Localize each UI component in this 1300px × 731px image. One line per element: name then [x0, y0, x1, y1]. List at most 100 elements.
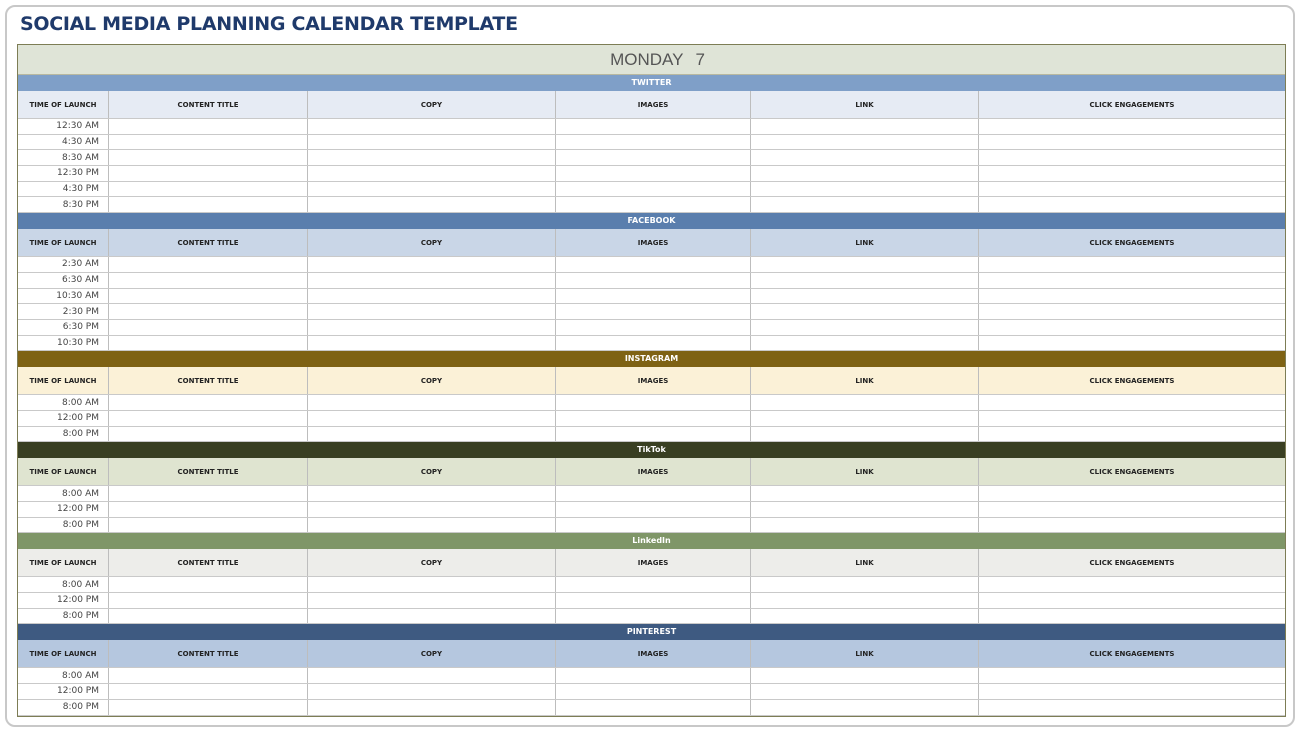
editable-cell[interactable] [979, 486, 1285, 501]
editable-cell[interactable] [751, 335, 979, 351]
editable-cell[interactable] [308, 288, 556, 304]
editable-cell[interactable] [109, 134, 308, 150]
editable-cell[interactable] [751, 517, 979, 533]
editable-cell[interactable] [751, 410, 979, 426]
editable-cell[interactable] [751, 304, 979, 319]
editable-cell[interactable] [979, 668, 1285, 683]
editable-cell[interactable] [556, 319, 751, 335]
editable-cell[interactable] [556, 410, 751, 426]
editable-cell[interactable] [751, 395, 979, 410]
editable-cell[interactable] [556, 577, 751, 593]
editable-cell[interactable] [109, 272, 308, 288]
editable-cell[interactable] [308, 699, 556, 715]
editable-cell[interactable] [556, 684, 751, 699]
editable-cell[interactable] [109, 304, 308, 319]
editable-cell[interactable] [308, 181, 556, 197]
editable-cell[interactable] [751, 577, 979, 593]
editable-cell[interactable] [308, 272, 556, 288]
editable-cell[interactable] [979, 273, 1285, 288]
editable-cell[interactable] [556, 166, 751, 181]
editable-cell[interactable] [979, 320, 1285, 335]
editable-cell[interactable] [556, 668, 751, 684]
editable-cell[interactable] [556, 197, 751, 213]
editable-cell[interactable] [308, 134, 556, 150]
editable-cell[interactable] [308, 608, 556, 624]
editable-cell[interactable] [308, 684, 556, 699]
editable-cell[interactable] [556, 119, 751, 134]
editable-cell[interactable] [751, 668, 979, 684]
editable-cell[interactable] [308, 335, 556, 351]
editable-cell[interactable] [109, 426, 308, 442]
editable-cell[interactable] [751, 319, 979, 335]
editable-cell[interactable] [751, 197, 979, 213]
editable-cell[interactable] [556, 593, 751, 608]
editable-cell[interactable] [556, 288, 751, 304]
editable-cell[interactable] [556, 335, 751, 351]
editable-cell[interactable] [109, 335, 308, 351]
editable-cell[interactable] [751, 150, 979, 166]
editable-cell[interactable] [308, 395, 556, 410]
editable-cell[interactable] [979, 577, 1285, 592]
editable-cell[interactable] [109, 593, 308, 608]
editable-cell[interactable] [109, 150, 308, 166]
editable-cell[interactable] [556, 181, 751, 197]
editable-cell[interactable] [979, 593, 1285, 608]
editable-cell[interactable] [979, 502, 1285, 517]
editable-cell[interactable] [308, 319, 556, 335]
editable-cell[interactable] [109, 197, 308, 213]
editable-cell[interactable] [109, 684, 308, 699]
editable-cell[interactable] [308, 410, 556, 426]
editable-cell[interactable] [308, 197, 556, 213]
editable-cell[interactable] [308, 668, 556, 684]
editable-cell[interactable] [109, 668, 308, 684]
editable-cell[interactable] [751, 593, 979, 608]
editable-cell[interactable] [979, 166, 1285, 181]
editable-cell[interactable] [979, 684, 1285, 699]
editable-cell[interactable] [109, 166, 308, 181]
editable-cell[interactable] [751, 166, 979, 181]
editable-cell[interactable] [979, 289, 1285, 304]
editable-cell[interactable] [109, 257, 308, 272]
editable-cell[interactable] [979, 119, 1285, 134]
editable-cell[interactable] [556, 304, 751, 319]
editable-cell[interactable] [556, 257, 751, 272]
editable-cell[interactable] [979, 395, 1285, 410]
editable-cell[interactable] [109, 319, 308, 335]
editable-cell[interactable] [109, 517, 308, 533]
editable-cell[interactable] [979, 197, 1285, 212]
editable-cell[interactable] [751, 608, 979, 624]
editable-cell[interactable] [109, 699, 308, 715]
editable-cell[interactable] [308, 517, 556, 533]
editable-cell[interactable] [556, 699, 751, 715]
editable-cell[interactable] [308, 486, 556, 501]
editable-cell[interactable] [308, 257, 556, 272]
editable-cell[interactable] [751, 272, 979, 288]
editable-cell[interactable] [751, 119, 979, 134]
editable-cell[interactable] [751, 134, 979, 150]
editable-cell[interactable] [109, 395, 308, 410]
editable-cell[interactable] [751, 257, 979, 272]
editable-cell[interactable] [979, 427, 1285, 442]
editable-cell[interactable] [109, 577, 308, 593]
editable-cell[interactable] [308, 119, 556, 134]
editable-cell[interactable] [979, 518, 1285, 533]
editable-cell[interactable] [556, 150, 751, 166]
editable-cell[interactable] [751, 502, 979, 517]
editable-cell[interactable] [109, 486, 308, 501]
editable-cell[interactable] [979, 336, 1285, 351]
editable-cell[interactable] [979, 609, 1285, 624]
editable-cell[interactable] [109, 181, 308, 197]
editable-cell[interactable] [556, 517, 751, 533]
editable-cell[interactable] [308, 304, 556, 319]
editable-cell[interactable] [751, 181, 979, 197]
editable-cell[interactable] [751, 486, 979, 501]
editable-cell[interactable] [109, 410, 308, 426]
editable-cell[interactable] [308, 577, 556, 593]
editable-cell[interactable] [308, 502, 556, 517]
editable-cell[interactable] [556, 395, 751, 410]
editable-cell[interactable] [308, 593, 556, 608]
editable-cell[interactable] [979, 182, 1285, 197]
editable-cell[interactable] [751, 684, 979, 699]
editable-cell[interactable] [979, 304, 1285, 319]
editable-cell[interactable] [109, 119, 308, 134]
